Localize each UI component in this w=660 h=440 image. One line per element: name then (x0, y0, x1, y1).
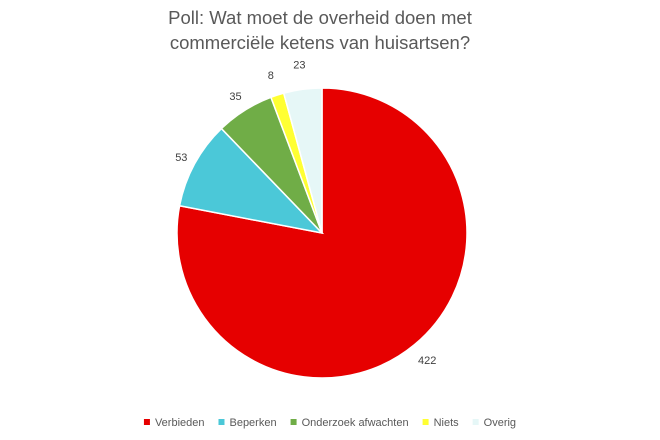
legend-swatch-beperken (218, 419, 225, 425)
data-label-verbieden: 422 (418, 355, 436, 367)
legend-item-verbieden: Verbieden (143, 417, 205, 429)
legend-label-onderzoek-afwachten: Onderzoek afwachten (302, 417, 409, 429)
pie-slice-overig (282, 87, 323, 234)
legend: Verbieden Beperken Onderzoek afwachten Niet… (143, 417, 516, 429)
legend-swatch-overig (472, 419, 479, 425)
legend-item-onderzoek-afwachten: Onderzoek afwachten (290, 417, 409, 429)
data-label-overig: 23 (293, 60, 305, 72)
legend-label-niets: Niets (434, 417, 460, 429)
legend-swatch-verbieden (143, 419, 150, 425)
legend-label-overig: Overig (484, 417, 516, 429)
data-label-beperken: 53 (175, 152, 187, 164)
pie-slices (176, 87, 468, 379)
legend-item-beperken: Beperken (218, 417, 277, 429)
pie-slice-beperken (178, 127, 325, 235)
legend-item-overig: Overig (472, 417, 516, 429)
legend-item-niets: Niets (422, 417, 460, 429)
legend-swatch-niets (422, 419, 429, 425)
chart-title-line-2: commerciële ketens van huisartsen? (170, 32, 470, 53)
chart-title: Poll: Wat moet de overheid doen met comm… (168, 7, 472, 53)
legend-label-beperken: Beperken (229, 417, 276, 429)
data-label-niets: 8 (268, 70, 274, 82)
legend-label-verbieden: Verbieden (155, 417, 205, 429)
chart-title-line-1: Poll: Wat moet de overheid doen met (168, 7, 472, 28)
data-label-onderzoek-afwachten: 35 (229, 91, 241, 103)
data-labels: 422 53 35 8 23 (175, 60, 436, 368)
legend-swatch-onderzoek-afwachten (290, 419, 297, 425)
